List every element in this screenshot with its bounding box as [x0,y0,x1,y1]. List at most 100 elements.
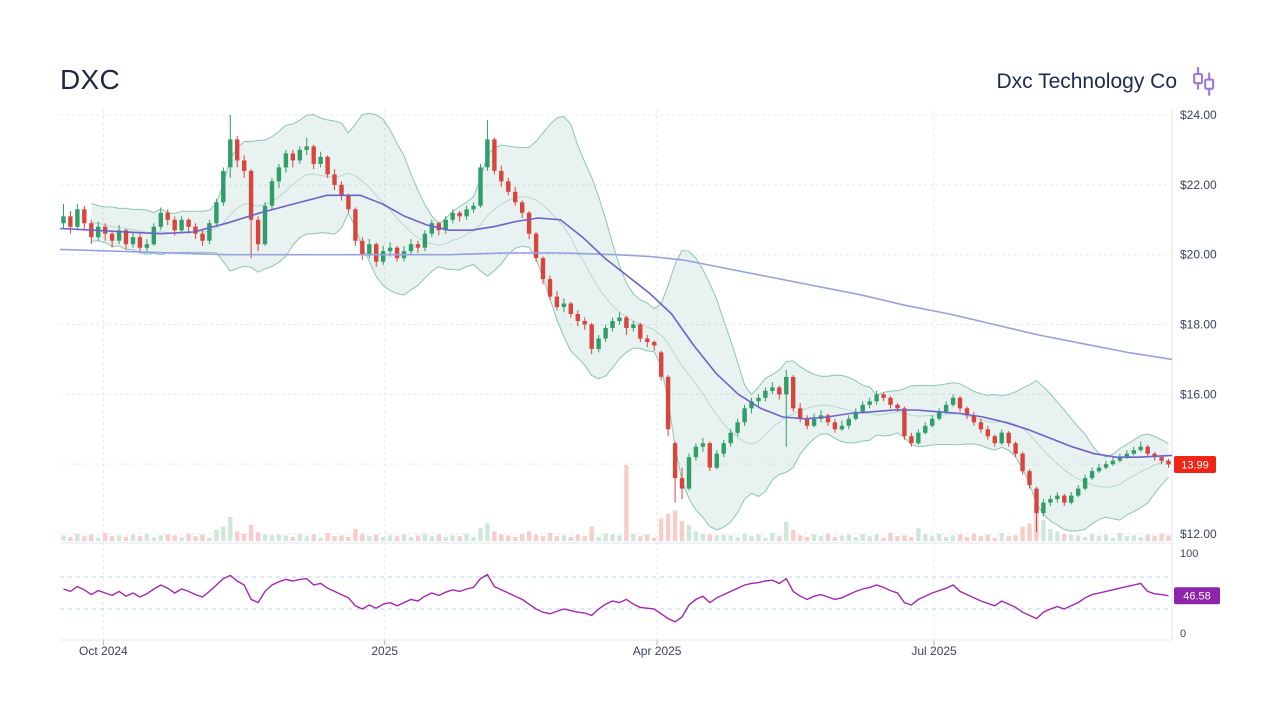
bollinger-upper-line [91,112,1169,458]
candle-body [130,237,136,245]
volume-bar [221,526,226,541]
volume-bar [714,535,719,541]
volume-bar [1124,536,1130,541]
candle-body [881,394,886,398]
candle-body [339,184,344,196]
volume-bar [1075,535,1081,541]
svg-text:46.58: 46.58 [1183,591,1211,603]
time-axis-label: 2025 [371,644,398,658]
volume-bar [96,537,101,541]
volume-bar [916,528,921,541]
volume-bar [603,533,608,541]
candle-body [895,404,900,409]
volume-bar [367,536,372,541]
candle-body [186,219,191,227]
candle-body [75,209,80,227]
candle-body [137,237,143,248]
candle-body [735,422,740,433]
candle-body [964,408,970,416]
volume-bar [485,523,490,541]
volume-bar [75,533,80,541]
volume-bar [742,533,747,541]
volume-bar [1048,529,1053,541]
company-name: Dxc Technology Co [996,70,1177,93]
volume-bar [658,518,664,541]
candle-body [659,352,664,377]
candle-body [575,314,580,321]
candle-body [1048,499,1053,503]
volume-bar [770,533,775,541]
volume-bar [123,537,129,541]
candle-body [318,156,323,164]
volume-bar [339,535,344,541]
volume-bar [1020,526,1025,541]
volume-bar [457,536,462,541]
candle-body [631,324,636,328]
candle-body [888,397,893,405]
volume-bar [610,534,615,541]
candle-body [853,411,858,419]
rsi-axis-bottom: 0 [1180,628,1186,640]
candle-body [1055,495,1060,500]
volume-bar [846,534,852,541]
volume-bar [735,537,740,541]
time-axis-label: Oct 2024 [79,644,128,658]
candlestick-chart-icon[interactable] [1188,66,1218,98]
candle-body [596,338,601,349]
volume-bar [999,533,1004,541]
volume-bar [297,533,302,541]
volume-bar [860,533,865,541]
rsi-line [63,573,1169,623]
volume-bar [617,535,622,541]
volume-bar [652,537,657,541]
volume-bar [450,535,455,541]
candle-body [1110,460,1116,465]
sma-50-line [59,194,1173,459]
candle-body [179,219,184,231]
candle-body [228,139,233,168]
candle-body [269,181,275,206]
volume-bar [353,529,358,541]
volume-bar [102,533,108,541]
volume-bar [325,533,330,541]
candle-body [1131,450,1136,454]
volume-bar [1006,536,1011,541]
candle-body [408,244,414,252]
candle-body [116,230,122,241]
candle-body [728,432,733,444]
price-axis-label: $22.00 [1180,178,1217,192]
candle-body [276,167,282,182]
volume-bar [561,535,567,541]
candle-body [374,244,379,262]
candle-body [82,209,87,224]
candle-body [1145,446,1150,454]
volume-bar [638,536,643,541]
price-axis-label: $16.00 [1180,387,1217,401]
candle-body [200,233,205,241]
candle-body [923,425,928,433]
candle-body [214,202,219,224]
grid-layer: $24.00$22.00$20.00$18.00$16.00$14.00$12.… [60,108,1217,658]
volume-bar [874,534,879,541]
volume-bar [235,531,240,541]
volume-bar [756,534,761,541]
rsi-panel: 100 0 46.58 [60,548,1220,640]
candle-body [916,432,921,444]
volume-bar [186,533,191,541]
volume-bar [346,537,351,541]
volume-bar [853,537,858,541]
volume-bar [909,537,914,541]
candle-body [1069,495,1074,503]
volume-bar [1166,535,1171,541]
volume-bar [582,536,587,541]
candle-body [950,397,956,405]
candle-body [485,139,490,168]
svg-text:13.99: 13.99 [1181,460,1209,472]
candle-body [353,209,358,241]
ticker-symbol: DXC [60,64,121,95]
volume-bar [881,537,886,541]
volume-bar [513,537,518,541]
candle-body [255,219,261,245]
volume-bar [888,533,893,541]
